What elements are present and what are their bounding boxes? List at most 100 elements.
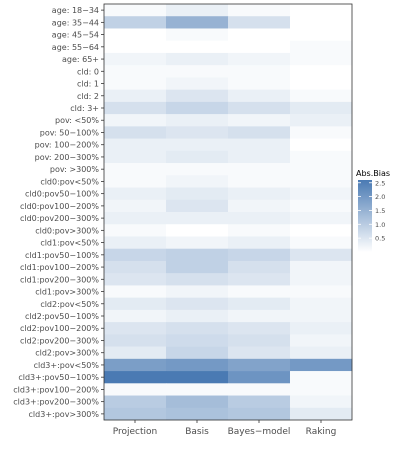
heatmap-cell	[290, 126, 353, 139]
heatmap-cell	[228, 297, 291, 311]
heatmap-cell	[166, 16, 229, 29]
heatmap-cell	[228, 101, 291, 115]
y-tick-label: pov: <50%	[55, 116, 99, 125]
heatmap-cell	[104, 248, 167, 262]
legend-tick-label: 2.0	[375, 193, 385, 201]
heatmap-cell	[166, 187, 229, 201]
heatmap-cell	[104, 358, 167, 372]
heatmap-cell	[166, 260, 229, 274]
heatmap-cell	[290, 150, 353, 164]
heatmap-cell	[166, 309, 229, 323]
y-tick-label: age: 35−44	[52, 18, 99, 27]
heatmap-cell	[166, 224, 229, 237]
y-tick-label: age: 45−54	[52, 31, 99, 40]
heatmap-cell	[290, 273, 353, 286]
y-tick-label: cld3+:pov>300%	[29, 410, 100, 419]
heatmap-cell	[166, 163, 229, 176]
y-tick-label: cld1:pov>300%	[35, 288, 99, 297]
heatmap-cell	[228, 309, 291, 323]
legend-tick-label: 1.5	[375, 207, 385, 215]
heatmap-cell	[228, 260, 291, 274]
heatmap-cell	[290, 285, 353, 298]
heatmap-cell	[166, 248, 229, 262]
heatmap-cell	[228, 77, 291, 90]
heatmap-cell	[290, 28, 353, 42]
heatmap-cell	[228, 236, 291, 250]
y-tick-label: cld3+:pov<50%	[34, 361, 100, 370]
heatmap-cell	[228, 52, 291, 66]
legend-colorbar	[358, 180, 372, 252]
heatmap-cell	[166, 358, 229, 372]
heatmap-cell	[290, 248, 353, 262]
heatmap-cell	[290, 346, 353, 360]
y-tick-label: cld0:pov>300%	[35, 226, 99, 235]
heatmap-cell	[290, 358, 353, 372]
heatmap-cell	[166, 89, 229, 103]
heatmap-cell	[166, 212, 229, 225]
heatmap-cell	[166, 371, 229, 384]
heatmap-cell	[104, 371, 167, 384]
heatmap-cell	[166, 236, 229, 250]
heatmap-cell	[166, 297, 229, 311]
heatmap-cell	[228, 273, 291, 286]
heatmap-cell	[166, 65, 229, 78]
heatmap-cell	[104, 407, 167, 421]
y-axis-labels: age: 18−34 age: 35−44 age: 45−54 age: 55−64…	[13, 6, 104, 419]
legend: Abs.Bias 2.5 2.0 1.5 1.0 0.5	[356, 169, 390, 252]
heatmap-cell	[104, 260, 167, 274]
heatmap-cell	[290, 407, 353, 421]
legend-title: Abs.Bias	[356, 169, 390, 178]
y-tick-label: cld: 1	[77, 80, 99, 89]
y-tick-label: pov: >300%	[50, 165, 99, 174]
heatmap-cell	[104, 77, 167, 90]
heatmap-cell	[166, 383, 229, 396]
heatmap-cell	[104, 65, 167, 78]
heatmap-cell	[166, 334, 229, 347]
heatmap-cell	[290, 297, 353, 311]
heatmap-cell	[166, 175, 229, 188]
heatmap-cell	[104, 334, 167, 347]
heatmap-cell	[290, 212, 353, 225]
heatmap-cells	[104, 4, 353, 421]
heatmap-cell	[166, 407, 229, 421]
heatmap-cell	[290, 4, 353, 17]
panel-border	[103, 3, 353, 421]
heatmap-cell	[290, 199, 353, 213]
heatmap-cell	[228, 89, 291, 103]
heatmap-cell	[104, 285, 167, 298]
y-tick-label: cld0:pov50−100%	[25, 190, 99, 199]
x-tick-label: Raking	[306, 427, 337, 437]
heatmap-cell	[290, 65, 353, 78]
heatmap-cell	[228, 407, 291, 421]
heatmap-cell	[104, 175, 167, 188]
heatmap-cell	[290, 175, 353, 188]
heatmap-cell	[290, 383, 353, 396]
heatmap-cell	[104, 346, 167, 360]
y-tick-label: cld1:pov<50%	[40, 239, 99, 248]
y-tick-label: cld0:pov200−300%	[20, 214, 99, 223]
heatmap-cell	[166, 346, 229, 360]
y-tick-label: pov: 50−100%	[40, 128, 100, 137]
heatmap-cell	[228, 138, 291, 152]
heatmap-cell	[290, 260, 353, 274]
heatmap-cell	[166, 150, 229, 164]
heatmap-cell	[166, 138, 229, 152]
heatmap-cell	[166, 4, 229, 17]
heatmap-cell	[290, 114, 353, 127]
heatmap-cell	[228, 4, 291, 17]
y-tick-label: cld1:pov100−200%	[20, 263, 99, 272]
heatmap-cell	[104, 297, 167, 311]
heatmap-cell	[166, 28, 229, 42]
heatmap-cell	[104, 199, 167, 213]
x-tick-label: Projection	[113, 427, 158, 437]
heatmap-cell	[290, 334, 353, 347]
heatmap-cell	[228, 65, 291, 78]
heatmap-cell	[166, 126, 229, 139]
y-tick-label: cld2:pov<50%	[40, 300, 99, 309]
heatmap-cell	[166, 322, 229, 335]
x-tick-label: Bayes−model	[228, 427, 291, 437]
y-tick-label: cld3+:pov50−100%	[18, 373, 99, 382]
heatmap-cell	[166, 52, 229, 66]
heatmap-cell	[104, 273, 167, 286]
